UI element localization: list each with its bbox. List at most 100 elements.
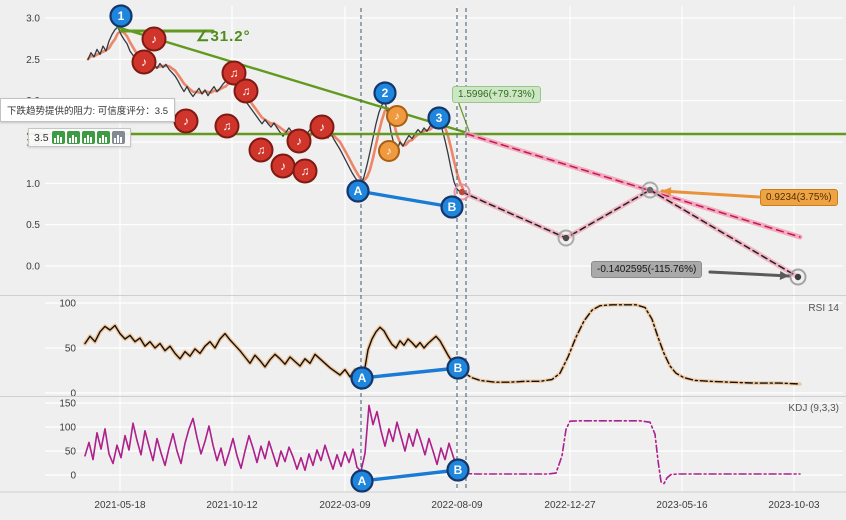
y-axis-tick-label: 2.5	[26, 55, 40, 66]
projection-point-ring	[453, 183, 471, 201]
y-axis-tick-label: 150	[59, 399, 76, 410]
target-leader-line	[457, 100, 470, 132]
icon-bar	[117, 135, 120, 143]
ab-segment-rsi	[360, 366, 460, 380]
music-note-marker-label: ♫	[242, 84, 251, 98]
music-note-marker[interactable]	[386, 105, 408, 127]
kdj-forecast-series	[459, 420, 801, 485]
music-note-marker[interactable]	[309, 114, 335, 140]
mid-price-badge[interactable]: 0.9234(3.75%)	[760, 189, 838, 206]
marker-a-label: A	[358, 474, 367, 488]
low-price-badge[interactable]: -0.1402595(-115.76%)	[591, 261, 703, 278]
kdj-panel-label: KDJ (9,3,3)	[788, 403, 839, 414]
icon-bar	[72, 135, 75, 143]
marker-2[interactable]	[373, 81, 397, 105]
down-trendline	[115, 25, 473, 136]
icon-bar	[69, 138, 72, 143]
x-axis-tick-label: 2021-05-18	[94, 500, 146, 511]
icon-bar	[102, 135, 105, 143]
low-target-arrow	[708, 270, 791, 278]
music-note-marker-label: ♪	[394, 111, 400, 123]
ab-segment-kdj	[360, 468, 460, 483]
music-note-marker[interactable]	[233, 78, 259, 104]
marker-a[interactable]	[350, 366, 374, 390]
mini-grid-icon[interactable]	[111, 131, 125, 144]
y-axis-tick-label: 0	[70, 471, 76, 482]
projection-point-ring	[641, 181, 659, 199]
marker-a[interactable]	[346, 179, 370, 203]
music-note-marker-label: ♪	[141, 55, 147, 69]
mini-chart-icon[interactable]	[66, 131, 80, 144]
music-note-marker[interactable]	[131, 49, 157, 75]
icon-bar	[75, 137, 78, 143]
mini-chart-icon[interactable]	[96, 131, 110, 144]
y-axis-tick-label: 0.0	[26, 262, 40, 273]
icon-bar	[54, 138, 57, 143]
marker-3[interactable]	[427, 106, 451, 130]
x-axis-tick-label: 2022-12-27	[544, 500, 596, 511]
music-note-marker[interactable]	[214, 113, 240, 139]
marker-b-label: B	[454, 463, 463, 477]
target-price-badge[interactable]: 1.5996(+79.73%)	[452, 86, 542, 103]
music-note-marker[interactable]	[221, 60, 247, 86]
rsi-forecast-series	[459, 304, 801, 385]
projection-point-ring	[557, 229, 575, 247]
icon-bar	[90, 137, 93, 143]
marker-b[interactable]	[440, 195, 464, 219]
kdj-series	[84, 404, 461, 472]
confidence-legend: 3.5	[28, 128, 131, 147]
projection-zigzag-dash	[461, 189, 799, 278]
ab-segment-price	[356, 189, 454, 209]
marker-b[interactable]	[446, 356, 470, 380]
marker-b[interactable]	[446, 458, 470, 482]
marker-a[interactable]	[350, 469, 374, 493]
y-axis-tick-label: 50	[65, 344, 77, 355]
y-axis-tick-label: 0	[70, 389, 76, 400]
legend-icon-row	[51, 131, 125, 144]
trend-resistance-tooltip: 下跌趋势提供的阻力: 可信度评分：3.5	[0, 98, 175, 122]
rsi-panel-label: RSI 14	[808, 303, 839, 314]
kdj-series	[84, 404, 461, 473]
mini-chart-icon[interactable]	[51, 131, 65, 144]
icon-bar	[99, 138, 102, 143]
y-axis-tick-label: 100	[59, 423, 76, 434]
rsi-series	[83, 323, 462, 380]
projection-point-dot	[794, 273, 802, 281]
marker-a-label: A	[358, 371, 367, 385]
marker-1[interactable]	[109, 4, 133, 28]
music-note-marker[interactable]	[248, 137, 274, 163]
music-note-marker-label: ♪	[183, 114, 189, 128]
trend-angle-label: ∠31.2°	[196, 28, 251, 45]
mini-chart-icon[interactable]	[81, 131, 95, 144]
projection-point-ring	[789, 268, 807, 286]
music-note-marker[interactable]	[286, 128, 312, 154]
projection-point-dot	[562, 234, 570, 242]
x-axis-tick-label: 2023-10-03	[768, 500, 820, 511]
y-axis-tick-label: 100	[59, 299, 76, 310]
icon-bar	[87, 135, 90, 143]
music-note-marker[interactable]	[141, 26, 167, 52]
music-note-marker-label: ♪	[280, 159, 286, 173]
music-note-marker-label: ♪	[319, 120, 325, 134]
marker-2-label: 2	[382, 86, 389, 100]
music-note-marker[interactable]	[292, 158, 318, 184]
mid-target-arrow	[660, 189, 761, 199]
music-note-marker-label: ♫	[257, 143, 266, 157]
y-axis-tick-label: 1.0	[26, 179, 40, 190]
x-axis-tick-label: 2022-08-09	[431, 500, 483, 511]
icon-bar	[60, 137, 63, 143]
music-note-marker[interactable]	[378, 140, 400, 162]
music-note-marker-label: ♪	[151, 32, 157, 46]
icon-bar	[84, 138, 87, 143]
icon-bar	[105, 137, 108, 143]
marker-b-label: B	[454, 361, 463, 375]
mid-target-arrow-head	[662, 187, 672, 197]
rsi-forecast-series	[458, 303, 802, 386]
music-note-marker-label: ♫	[223, 119, 232, 133]
music-note-marker-label: ♪	[386, 146, 392, 158]
icon-bar	[114, 138, 117, 143]
confidence-score: 3.5	[34, 131, 49, 144]
projection-channel-dash	[466, 133, 801, 238]
